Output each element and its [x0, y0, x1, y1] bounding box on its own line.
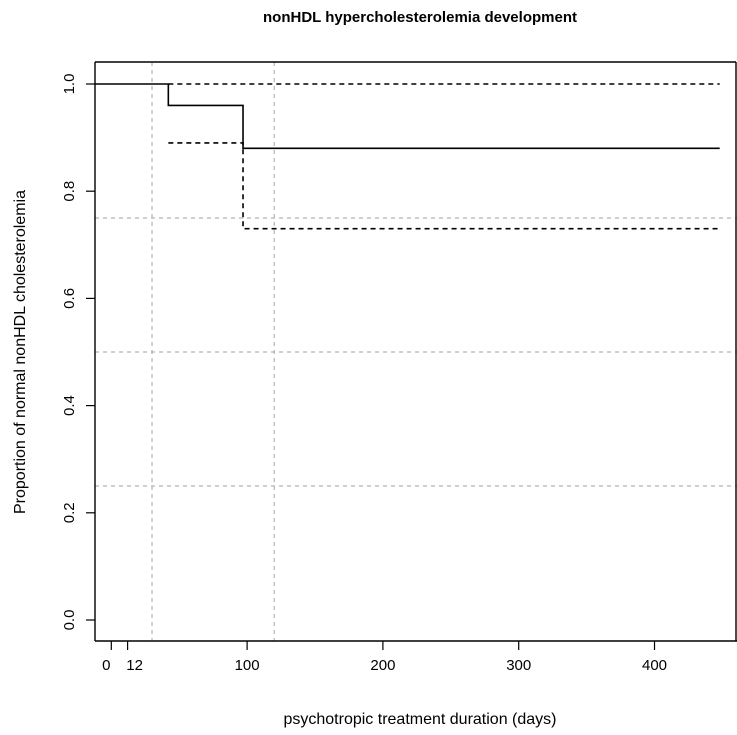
y-tick-label-1.0: 1.0 [61, 74, 78, 95]
x-axis-label: psychotropic treatment duration (days) [283, 711, 556, 728]
y-tick-label-0.8: 0.8 [61, 181, 78, 202]
y-tick-label-0.4: 0.4 [61, 395, 78, 416]
y-tick-label-0.0: 0.0 [61, 610, 78, 631]
x-tick-label-200: 200 [370, 657, 395, 674]
y-tick-label-0.2: 0.2 [61, 502, 78, 523]
series-line-3-dashed [168, 142, 720, 230]
x-tick-label-400: 400 [642, 657, 667, 674]
y-axis-label: Proportion of normal nonHDL cholesterole… [12, 190, 29, 514]
y-tick-label-0.6: 0.6 [61, 288, 78, 309]
series-line-1-solid [95, 83, 720, 150]
x-tick-label-100: 100 [235, 657, 260, 674]
chart-title: nonHDL hypercholesterolemia development [263, 9, 577, 26]
x-tick-label-0: 0 [102, 657, 110, 674]
x-tick-label-300: 300 [506, 657, 531, 674]
x-tick-label-12: 12 [126, 657, 143, 674]
plot-area: 0 12 100 200 300 400 0.0 0.2 0.4 0.6 0.8 1.0 [61, 61, 737, 674]
